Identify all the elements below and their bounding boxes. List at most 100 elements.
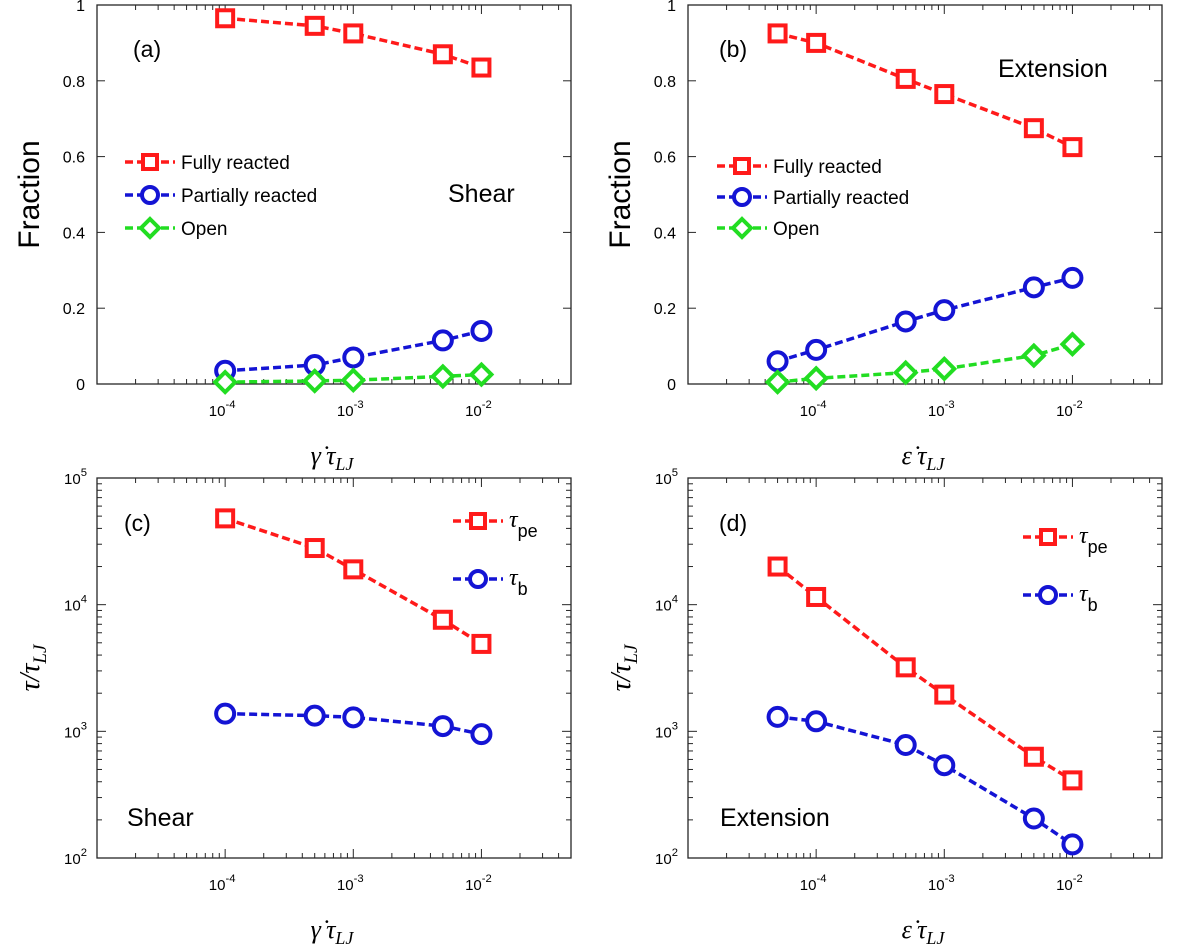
series-circle bbox=[766, 705, 1084, 856]
y-tick-label-base: 10 bbox=[64, 851, 81, 868]
series-line bbox=[225, 372, 482, 384]
chart-panel-b: 10-4 10-3 10-200.20.40.60.81ε̇ τLJFraction… bbox=[604, 0, 1163, 474]
chart-panel-a: 10-4 10-3 10-200.20.40.60.81γ̇ τLJFraction… bbox=[13, 0, 572, 474]
data-point bbox=[470, 319, 493, 342]
series-circle bbox=[766, 266, 1084, 373]
x-axis-label: ε̇ τLJ bbox=[902, 915, 946, 947]
y-tick-label: 103 bbox=[64, 720, 87, 741]
data-point bbox=[805, 710, 828, 733]
data-point bbox=[430, 363, 456, 390]
x-tick-label-base: 10 bbox=[928, 403, 945, 420]
x-tick-label: 10-2 bbox=[465, 873, 492, 894]
data-point bbox=[342, 346, 365, 369]
y-tick-label: 104 bbox=[64, 594, 87, 615]
data-point bbox=[1022, 807, 1045, 830]
legend-marker bbox=[732, 187, 752, 207]
x-axis-label-sub: LJ bbox=[334, 928, 354, 947]
data-point bbox=[304, 538, 325, 559]
data-point bbox=[214, 702, 237, 725]
data-point bbox=[895, 657, 916, 678]
y-tick-label-exp: 3 bbox=[672, 720, 678, 732]
x-tick-label-base: 10 bbox=[209, 877, 226, 894]
y-tick-label-base: 10 bbox=[64, 598, 81, 615]
y-tick-label-exp: 2 bbox=[672, 847, 678, 859]
plot-frame bbox=[687, 477, 1163, 859]
x-tick-label-base: 10 bbox=[337, 403, 354, 420]
x-axis-label: γ̇ τLJ bbox=[311, 915, 355, 947]
x-tick-label: 10-3 bbox=[337, 399, 364, 420]
data-point bbox=[1062, 137, 1083, 158]
x-tick-label-exp: -3 bbox=[945, 873, 955, 885]
x-tick-label-base: 10 bbox=[928, 877, 945, 894]
y-tick-label-exp: 3 bbox=[81, 720, 87, 732]
y-tick-label: 105 bbox=[655, 467, 678, 488]
legend-label: τb bbox=[509, 565, 528, 599]
x-tick-label: 10-2 bbox=[1056, 873, 1083, 894]
data-point bbox=[215, 8, 236, 29]
data-point bbox=[1061, 266, 1084, 289]
legend-label-symbol: τ bbox=[509, 507, 519, 533]
data-point bbox=[894, 734, 917, 757]
data-point bbox=[215, 508, 236, 529]
legend-marker bbox=[733, 157, 751, 175]
y-tick-label: 105 bbox=[64, 467, 87, 488]
data-point bbox=[933, 299, 956, 322]
y-axis-label: τ/τLJ bbox=[606, 643, 642, 691]
x-tick-label: 10-4 bbox=[800, 399, 827, 420]
y-tick-label-base: 10 bbox=[655, 851, 672, 868]
y-axis-label-num: τ/τ bbox=[15, 663, 46, 692]
y-tick-label-exp: 5 bbox=[672, 467, 678, 479]
y-tick-label: 0.6 bbox=[63, 150, 85, 167]
data-point bbox=[431, 329, 454, 352]
panel-label: (c) bbox=[124, 510, 151, 536]
legend-label: Fully reacted bbox=[773, 157, 882, 178]
condition-annotation: Extension bbox=[998, 55, 1108, 83]
series-square bbox=[767, 556, 1083, 791]
data-point bbox=[343, 559, 364, 580]
series-square bbox=[215, 508, 492, 654]
series-diamond bbox=[212, 361, 495, 395]
plot-frame bbox=[96, 477, 572, 859]
legend-label-symbol: τ bbox=[1079, 581, 1089, 607]
data-point bbox=[805, 338, 828, 361]
data-point bbox=[766, 705, 789, 728]
condition-annotation: Extension bbox=[720, 804, 830, 832]
data-point bbox=[468, 361, 495, 388]
x-axis-label-symbol: γ̇ bbox=[311, 441, 329, 470]
legend: Fully reacted Partially reacted Open bbox=[125, 153, 317, 240]
legend-label-sub: b bbox=[1088, 595, 1098, 615]
legend-label-sub: pe bbox=[1088, 537, 1108, 557]
legend-label-symbol: τ bbox=[1079, 523, 1089, 549]
x-axis-label-tau: τ bbox=[917, 915, 928, 944]
x-axis-label-tau: τ bbox=[326, 441, 337, 470]
data-point bbox=[1061, 833, 1084, 856]
y-tick-label: 104 bbox=[655, 594, 678, 615]
y-tick-label: 1 bbox=[76, 0, 85, 15]
legend-marker bbox=[469, 512, 487, 530]
x-tick-label-exp: -2 bbox=[482, 399, 492, 411]
data-point bbox=[303, 704, 326, 727]
x-tick-label: 10-4 bbox=[209, 873, 236, 894]
y-axis-label-sub: LJ bbox=[30, 643, 51, 665]
y-tick-label: 102 bbox=[64, 847, 87, 868]
x-tick-label-base: 10 bbox=[1056, 877, 1073, 894]
y-tick-label-base: 10 bbox=[655, 471, 672, 488]
x-axis-label-symbol: ε̇ bbox=[902, 441, 920, 470]
data-point bbox=[212, 369, 238, 395]
data-point bbox=[1059, 331, 1086, 358]
x-tick-label: 10-3 bbox=[928, 873, 955, 894]
y-tick-label-exp: 4 bbox=[672, 594, 678, 606]
x-tick-label: 10-3 bbox=[337, 873, 364, 894]
data-point bbox=[764, 369, 791, 395]
x-tick-label-exp: -2 bbox=[1073, 399, 1083, 411]
y-tick-label: 0 bbox=[76, 377, 85, 394]
y-tick-label: 0.6 bbox=[654, 150, 676, 167]
x-axis-label-sub: LJ bbox=[925, 454, 945, 474]
data-point bbox=[894, 310, 917, 333]
y-tick-label: 0.8 bbox=[654, 74, 676, 91]
y-axis-label-sub: LJ bbox=[621, 643, 642, 665]
x-tick-label-exp: -3 bbox=[354, 399, 364, 411]
x-tick-label: 10-4 bbox=[209, 399, 236, 420]
y-axis-label-num: τ/τ bbox=[606, 663, 637, 692]
data-point bbox=[471, 57, 492, 78]
